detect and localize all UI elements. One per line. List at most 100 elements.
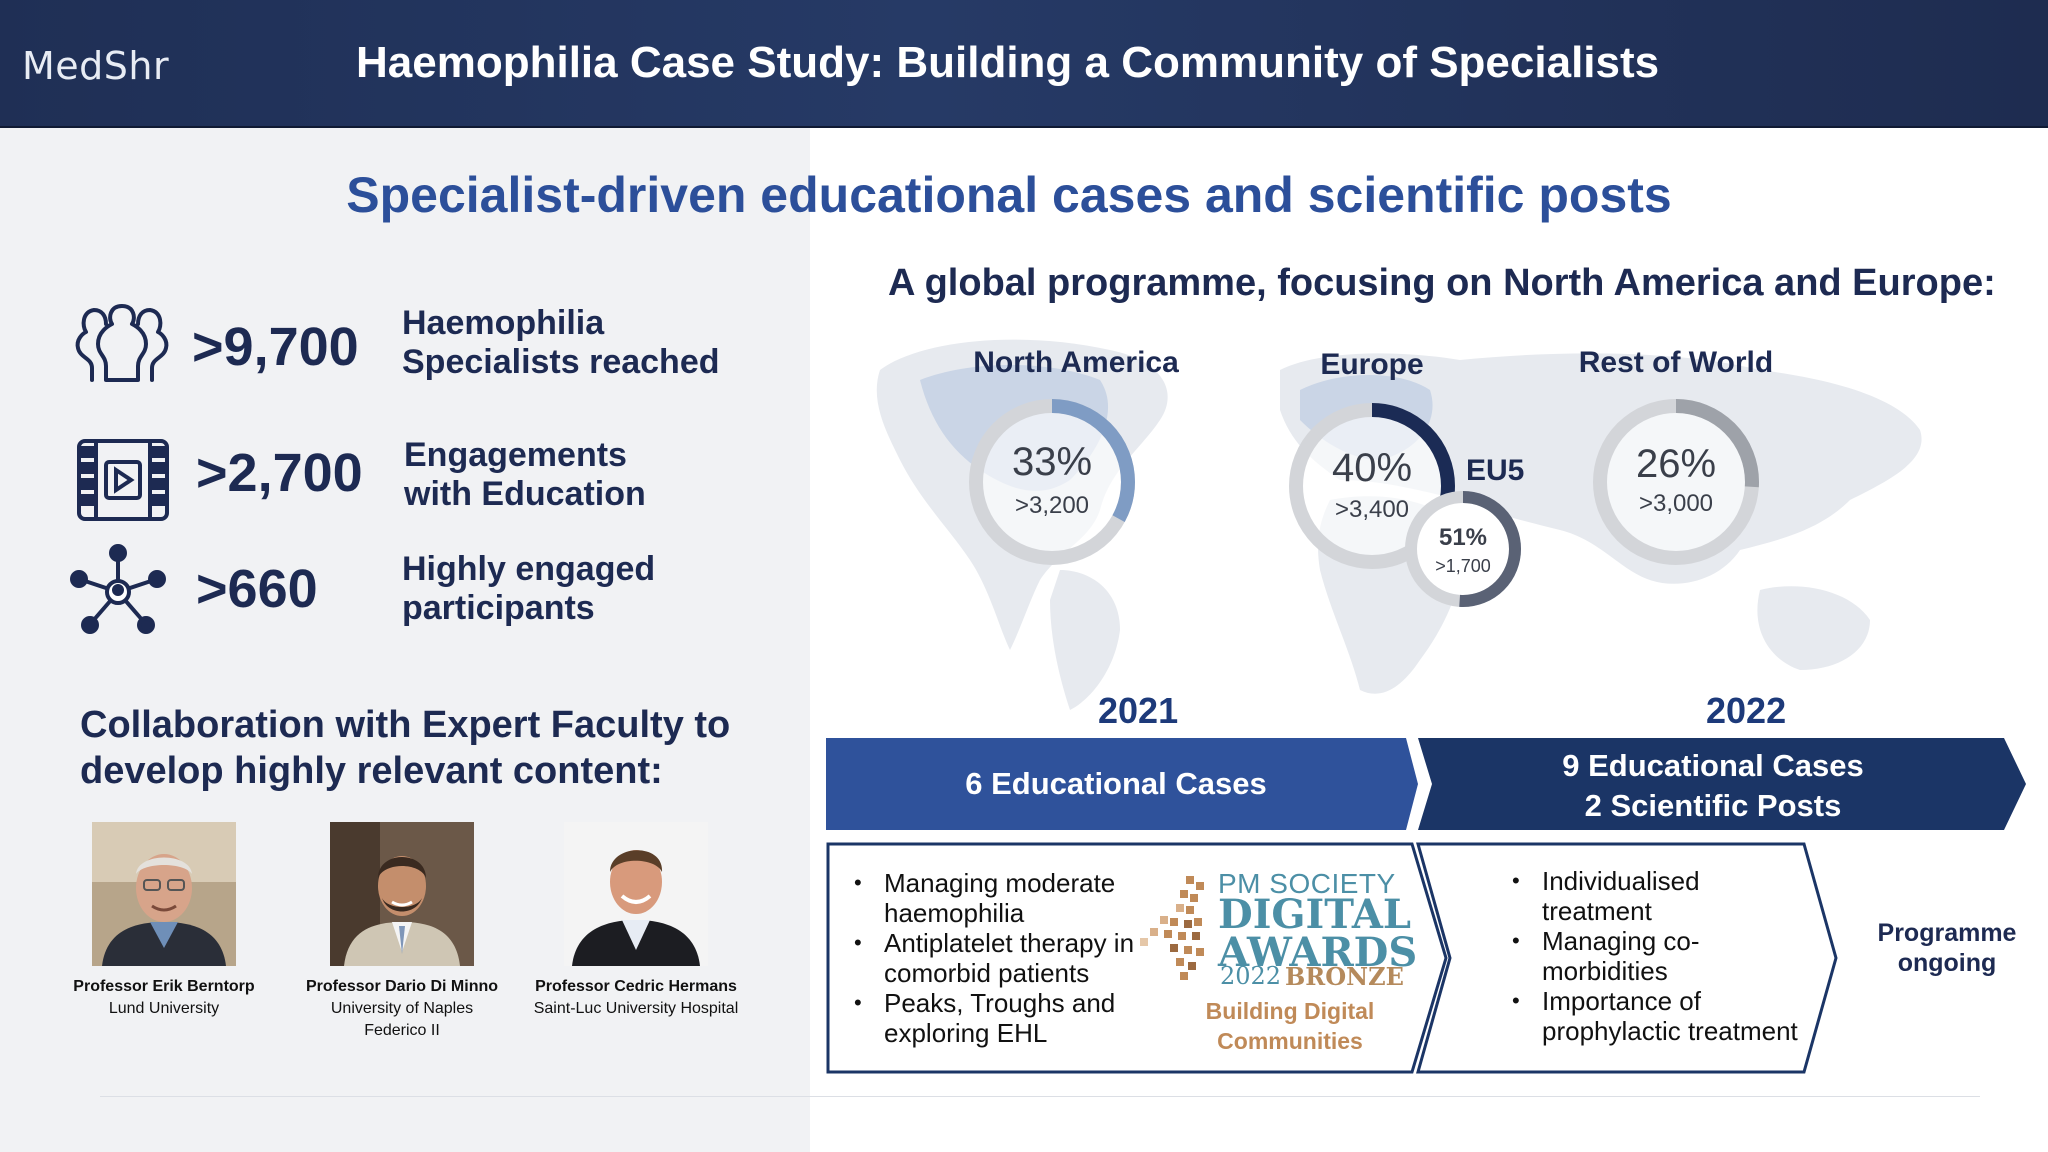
network-icon xyxy=(70,544,166,639)
bullet-line: Individualised xyxy=(1542,866,1700,896)
award-subtitle-line: Communities xyxy=(1217,1028,1363,1054)
collaboration-heading-line: develop highly relevant content: xyxy=(80,750,663,792)
people-icon xyxy=(72,302,172,389)
faculty-affiliation: Lund University xyxy=(44,998,284,1020)
award-subtitle: Building Digital Communities xyxy=(1180,996,1400,1056)
stat-value-participants: >660 xyxy=(196,559,318,619)
donut-eu5 xyxy=(1405,491,1521,607)
faculty-affiliation-line: Lund University xyxy=(108,1000,220,1017)
bullet-line: Managing moderate xyxy=(884,868,1116,898)
donut-europe xyxy=(1289,403,1455,569)
programme-ongoing-line: ongoing xyxy=(1897,949,1997,977)
bullet-line: treatment xyxy=(1542,896,1652,926)
bullet-line: comorbid patients xyxy=(884,958,1090,988)
bullet-line: Antiplatelet therapy in xyxy=(884,928,1135,958)
year-2022: 2022 xyxy=(1706,690,1787,731)
donut-count-eu5: >1,700 xyxy=(1435,556,1491,576)
programme-ongoing-line: Programme xyxy=(1877,919,2017,947)
donut-count-north-america: >3,200 xyxy=(1014,492,1090,519)
faculty-name: Professor Erik Berntorp xyxy=(73,978,255,995)
faculty-affiliation-line: Federico II xyxy=(364,1022,440,1039)
year-2021: 2021 xyxy=(1098,690,1179,731)
award-society: PM SOCIETY xyxy=(1218,868,1396,899)
collaboration-heading-line: Collaboration with Expert Faculty to xyxy=(80,704,731,746)
left-panel-background xyxy=(0,128,810,1152)
video-icon xyxy=(76,438,170,527)
donut-arc-north-america xyxy=(969,399,1135,565)
collaboration-heading: Collaboration with Expert Faculty to dev… xyxy=(80,702,780,794)
bullet-line: Managing co- xyxy=(1542,926,1700,956)
stat-label-line: with Education xyxy=(404,475,646,513)
stat-value-engagements: >2,700 xyxy=(196,443,363,503)
eu5-label: EU5 xyxy=(1466,454,1525,487)
bullet-line: Peaks, Troughs and xyxy=(884,988,1116,1018)
stat-label-engagements: Engagements with Education xyxy=(404,436,646,514)
donut-arc-eu5 xyxy=(1405,491,1521,607)
faculty-photo-diminno xyxy=(330,822,474,966)
programme-ongoing-label: Programme ongoing xyxy=(1862,918,2032,978)
stat-label-line: participants xyxy=(402,589,595,627)
stat-label-line: Engagements xyxy=(404,436,627,474)
footer-divider xyxy=(100,1096,1980,1097)
bullet-line: morbidities xyxy=(1542,956,1668,986)
donut-rest-of-world xyxy=(1593,399,1759,565)
global-programme-heading: A global programme, focusing on North Am… xyxy=(888,262,1996,304)
banner-2021-shape xyxy=(826,738,1418,830)
award-year: 2022 xyxy=(1220,962,1282,990)
medshr-logo[interactable]: MedShr xyxy=(22,44,170,88)
stat-value-specialists: >9,700 xyxy=(192,317,359,377)
banner-2022-shape xyxy=(1418,738,2026,830)
faculty-affiliation-line: University of Naples xyxy=(330,1000,474,1017)
region-label-rest-of-world: Rest of World xyxy=(1578,346,1774,379)
donut-percent-eu5: 51% xyxy=(1438,524,1488,551)
donut-count-rest-of-world: >3,000 xyxy=(1638,490,1714,517)
stat-label-line: Specialists reached xyxy=(402,343,720,381)
award-title: DIGITAL AWARDS xyxy=(1218,891,1418,976)
award-subtitle-line: Building Digital xyxy=(1205,998,1375,1024)
stat-label-line: Haemophilia xyxy=(402,304,605,342)
faculty-affiliation: University of Naples Federico II xyxy=(282,998,522,1042)
donut-north-america xyxy=(969,399,1135,565)
faculty-name: Professor Cedric Hermans xyxy=(535,978,737,995)
banner-2021-label: 6 Educational Cases xyxy=(965,766,1267,801)
faculty-photo-hermans xyxy=(564,822,708,966)
donut-arc-europe xyxy=(1289,403,1455,569)
bullet-line: prophylactic treatment xyxy=(1542,1016,1798,1046)
donut-percent-europe: 40% xyxy=(1331,446,1413,490)
stat-label-participants: Highly engaged participants xyxy=(402,550,655,628)
region-label-europe: Europe xyxy=(1320,348,1424,381)
award-tier: BRONZE xyxy=(1285,962,1404,991)
region-label-north-america: North America xyxy=(973,346,1179,379)
page-title: Haemophilia Case Study: Building a Commu… xyxy=(356,38,1660,87)
stat-label-specialists: Haemophilia Specialists reached xyxy=(402,304,720,382)
faculty-photo-berntorp xyxy=(92,822,236,966)
award-title-line: AWARDS xyxy=(1218,929,1418,976)
faculty-affiliation: Saint-Luc University Hospital xyxy=(516,998,756,1020)
donut-arc-rest-of-world xyxy=(1593,399,1759,565)
banner-2022-label: 9 Educational Cases 2 Scientific Posts xyxy=(1418,746,2008,826)
donut-percent-rest-of-world: 26% xyxy=(1635,442,1717,486)
section-subtitle: Specialist-driven educational cases and … xyxy=(346,167,1672,223)
faculty-name: Professor Dario Di Minno xyxy=(305,978,499,995)
bullet-item: Managing co-morbidities xyxy=(1512,926,1832,986)
donut-count-europe: >3,400 xyxy=(1334,496,1410,523)
bullet-line: Importance of xyxy=(1542,986,1701,1016)
banner-2022-line: 9 Educational Cases xyxy=(1562,748,1864,783)
stat-label-line: Highly engaged xyxy=(402,550,656,588)
header-bar: MedShr Haemophilia Case Study: Building … xyxy=(0,0,2048,128)
faculty-affiliation-line: Saint-Luc University Hospital xyxy=(533,1000,739,1017)
bullet-line: exploring EHL xyxy=(884,1018,1048,1048)
award-pixel-map-icon xyxy=(1140,876,1204,980)
award-title-line: DIGITAL xyxy=(1218,891,1412,938)
banner-2022-line: 2 Scientific Posts xyxy=(1584,788,1842,823)
bullet-line: haemophilia xyxy=(884,898,1025,928)
donut-percent-north-america: 33% xyxy=(1011,440,1093,484)
timeline-banner xyxy=(826,738,2026,830)
